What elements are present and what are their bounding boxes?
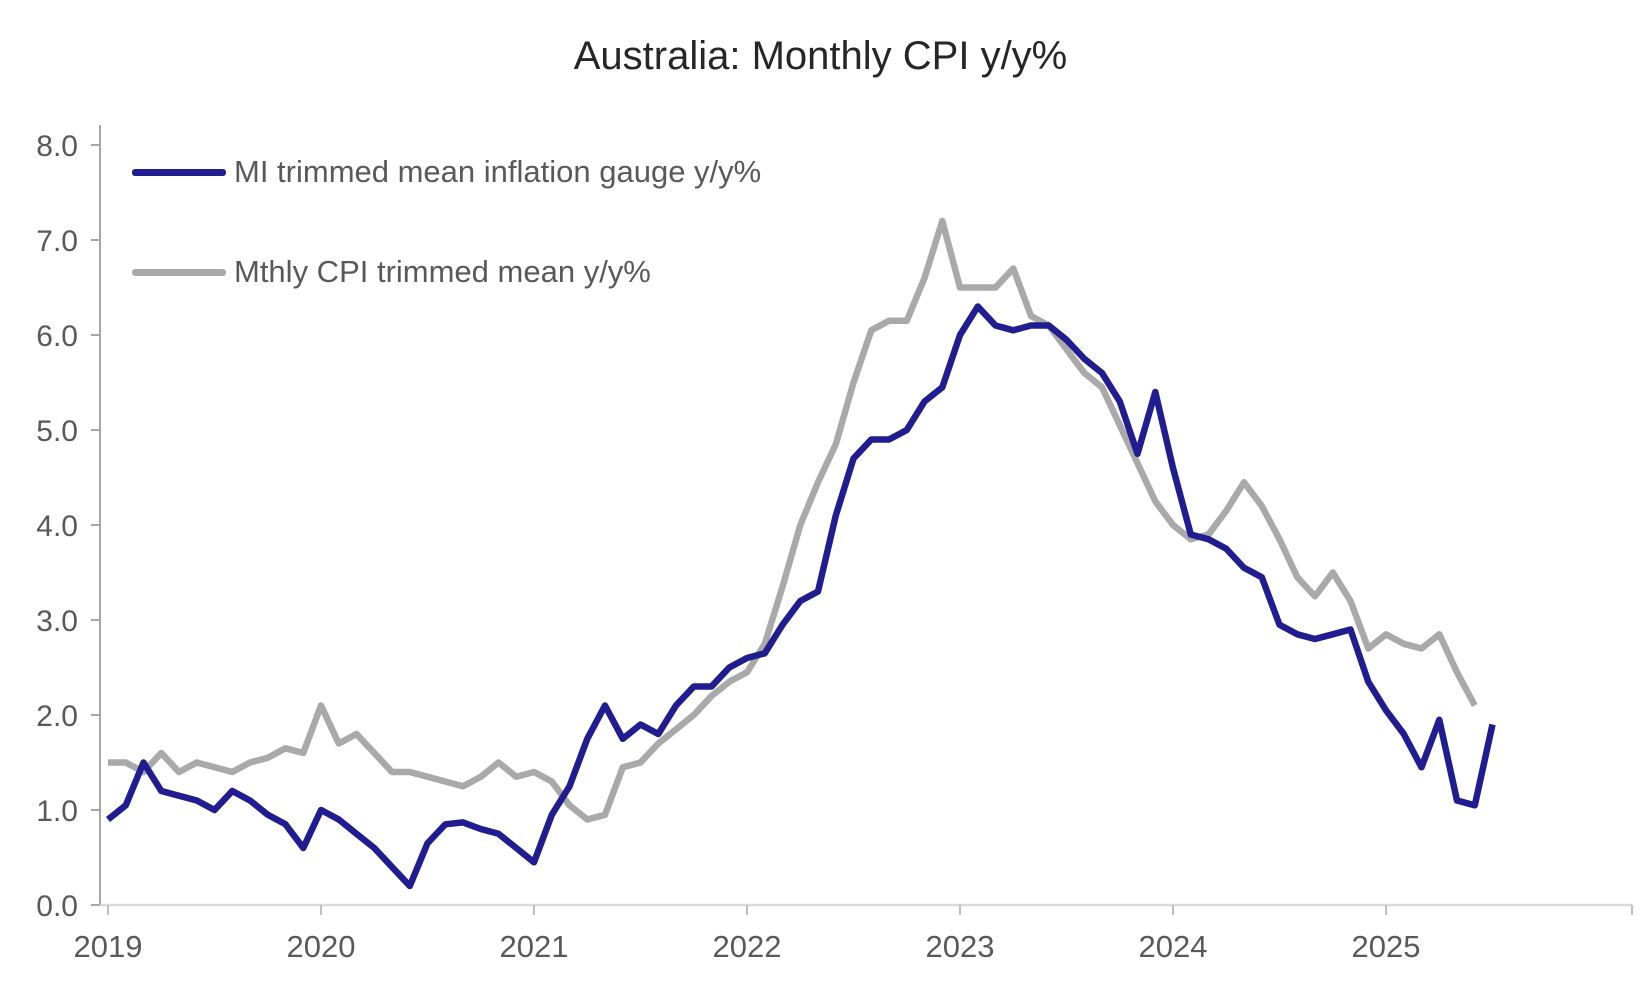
- series-line-mi-gauge: [105, 303, 1496, 890]
- y-axis-tick-label: 6.0: [36, 320, 78, 353]
- legend-label-mthly-cpi: Mthly CPI trimmed mean y/y%: [234, 254, 651, 289]
- chart-title: Australia: Monthly CPI y/y%: [573, 34, 1068, 78]
- navy-line-swatch: [132, 168, 226, 176]
- y-axis-tick-label: 0.0: [36, 890, 78, 923]
- series-line-mthly-cpi: [108, 217, 1478, 823]
- y-axis-tick-label: 4.0: [36, 510, 78, 543]
- y-axis-tick-label: 5.0: [36, 415, 78, 448]
- x-axis-tick-label: 2020: [287, 929, 356, 964]
- x-axis-tick-label: 2024: [1139, 929, 1208, 964]
- x-axis-tick-label: 2019: [74, 929, 143, 964]
- x-axis-tick-label: 2021: [500, 929, 569, 964]
- gray-line-swatch: [132, 268, 226, 276]
- x-axis-tick-label: 2023: [926, 929, 995, 964]
- legend-item-mi-gauge: MI trimmed mean inflation gauge y/y%: [132, 150, 761, 194]
- y-axis-tick-label: 8.0: [36, 130, 78, 163]
- legend-item-mthly-cpi: Mthly CPI trimmed mean y/y%: [132, 250, 761, 294]
- y-axis-tick-label: 7.0: [36, 225, 78, 258]
- x-axis-tick-label: 2022: [713, 929, 782, 964]
- y-axis-tick-label: 1.0: [36, 795, 78, 828]
- legend-label-mi-gauge: MI trimmed mean inflation gauge y/y%: [234, 154, 762, 189]
- y-axis-tick-label: 2.0: [36, 700, 78, 733]
- x-axis-tick-label: 2025: [1352, 929, 1421, 964]
- chart-legend: MI trimmed mean inflation gauge y/y% Mth…: [132, 150, 761, 350]
- y-axis-tick-label: 3.0: [36, 605, 78, 638]
